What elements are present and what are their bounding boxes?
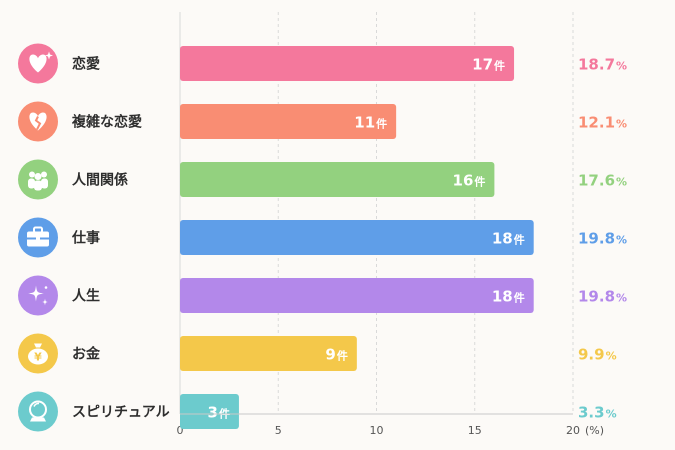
bar bbox=[180, 394, 239, 429]
svg-text:¥: ¥ bbox=[34, 351, 42, 364]
category-label: 人生 bbox=[72, 288, 100, 305]
x-tick-label: 15 bbox=[468, 424, 482, 437]
percent-label: 19.8% bbox=[578, 230, 627, 248]
bar-value-label: 18件 bbox=[492, 288, 525, 306]
percent-label: 17.6% bbox=[578, 172, 627, 190]
category-label: 恋愛 bbox=[72, 56, 100, 73]
bar bbox=[180, 336, 357, 371]
x-tick-label: 5 bbox=[275, 424, 282, 437]
bar bbox=[180, 278, 534, 313]
category-label: スピリチュアル bbox=[72, 405, 170, 421]
percent-label: 18.7% bbox=[578, 56, 627, 74]
category-label: お金 bbox=[72, 346, 101, 363]
bar-value-label: 9件 bbox=[325, 346, 347, 364]
money-bag-icon: ¥ bbox=[18, 333, 58, 374]
x-axis-label: (%) bbox=[585, 424, 604, 437]
x-tick-label: 0 bbox=[177, 424, 184, 437]
bar bbox=[180, 220, 534, 255]
category-label: 複雑な恋愛 bbox=[71, 114, 142, 131]
bar-value-label: 17件 bbox=[472, 56, 505, 74]
bar-value-label: 11件 bbox=[354, 114, 387, 132]
category-label: 仕事 bbox=[71, 230, 100, 247]
heart-icon bbox=[18, 43, 58, 84]
bar-value-label: 18件 bbox=[492, 230, 525, 248]
x-tick-label: 10 bbox=[370, 424, 384, 437]
sparkle-icon bbox=[18, 275, 58, 316]
percent-label: 3.3% bbox=[578, 404, 617, 422]
briefcase-icon bbox=[18, 217, 58, 258]
crystal-ball-icon bbox=[18, 391, 58, 432]
bar bbox=[180, 162, 495, 197]
broken-heart-icon bbox=[18, 101, 58, 142]
bar bbox=[180, 46, 515, 81]
people-icon bbox=[18, 159, 58, 200]
bar-value-label: 16件 bbox=[453, 172, 486, 190]
x-tick-label: 20 bbox=[566, 424, 580, 437]
bar bbox=[180, 104, 397, 139]
percent-label: 12.1% bbox=[578, 114, 627, 132]
percent-label: 19.8% bbox=[578, 288, 627, 306]
category-label: 人間関係 bbox=[72, 172, 128, 189]
percent-label: 9.9% bbox=[578, 346, 617, 364]
